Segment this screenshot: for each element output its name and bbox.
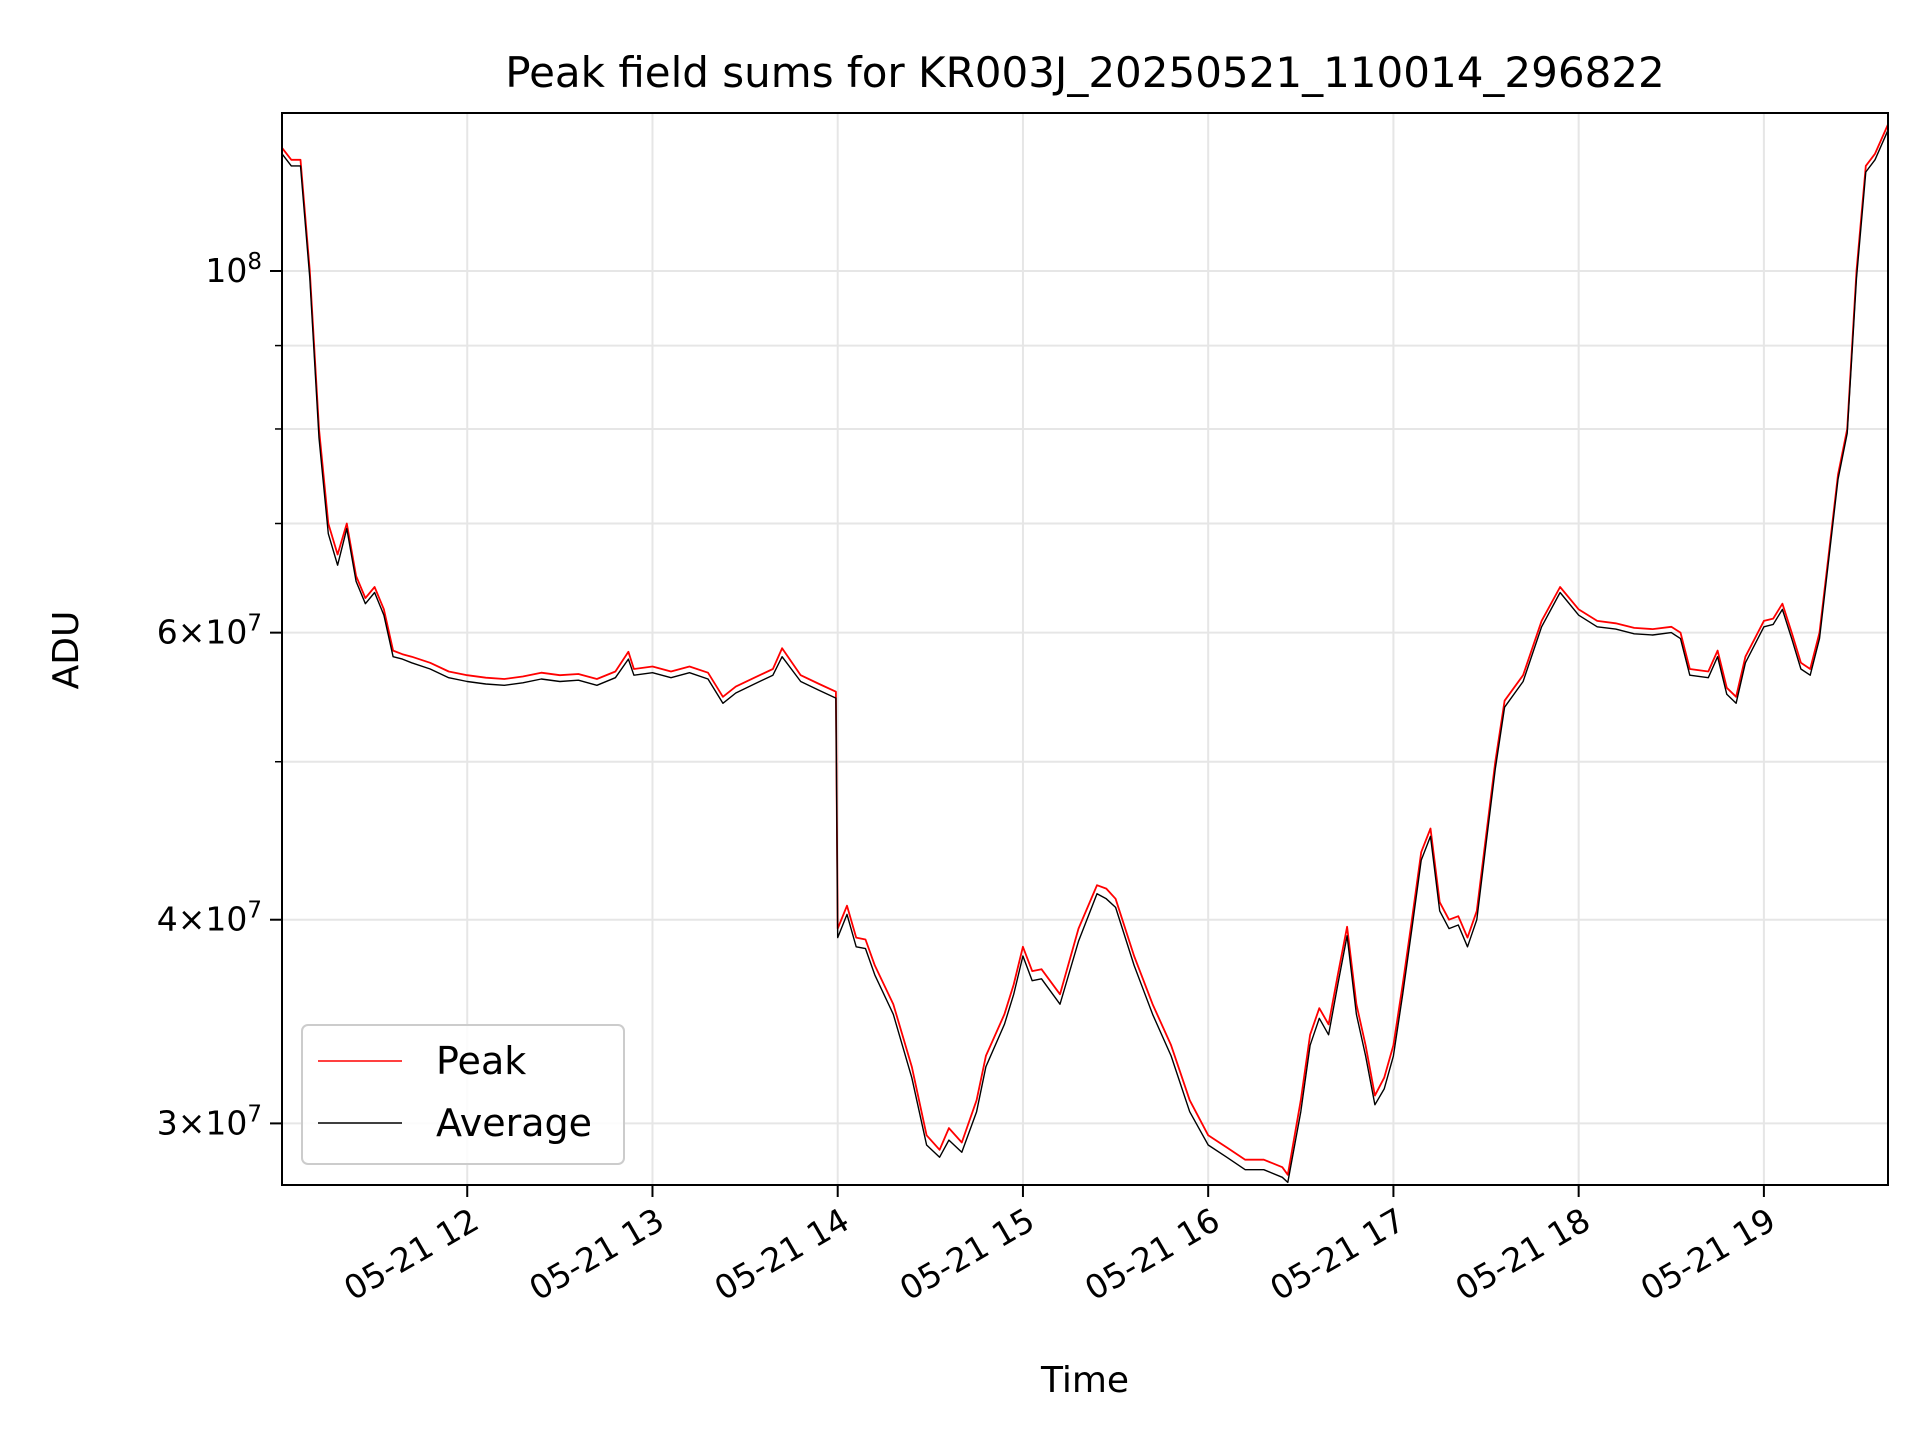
legend-label-peak: Peak bbox=[436, 1039, 526, 1083]
y-tick-label-base: 4 bbox=[157, 900, 178, 939]
y-tick-label-exp: 7 bbox=[247, 1101, 262, 1127]
y-tick-label-mult: × bbox=[178, 613, 206, 652]
legend: Peak Average bbox=[301, 1024, 625, 1165]
plot-frame bbox=[281, 112, 1889, 1186]
legend-label-average: Average bbox=[436, 1101, 592, 1145]
chart-title: Peak field sums for KR003J_20250521_1100… bbox=[505, 48, 1665, 97]
y-tick-label: 108 bbox=[205, 249, 262, 290]
y-tick-label: 4×107 bbox=[157, 898, 262, 939]
y-tick-label-mult: × bbox=[178, 900, 206, 939]
y-tick-label: 3×107 bbox=[157, 1101, 262, 1142]
y-tick-label-base: 6 bbox=[157, 613, 178, 652]
legend-box bbox=[301, 1024, 625, 1165]
series-line-peak bbox=[281, 124, 1889, 1176]
y-tick-label-exp-base: 10 bbox=[205, 251, 247, 290]
y-tick-label-base: 3 bbox=[157, 1103, 178, 1142]
y-tick-label-mult: × bbox=[178, 1103, 206, 1142]
y-tick-label-exp: 8 bbox=[247, 249, 262, 275]
series-lines bbox=[281, 124, 1889, 1184]
y-tick-label-exp: 7 bbox=[247, 611, 262, 637]
y-axis-label: ADU bbox=[46, 611, 87, 690]
y-tick-label-exp-base: 10 bbox=[205, 1103, 247, 1142]
y-tick-label-exp-base: 10 bbox=[205, 900, 247, 939]
y-tick-label-exp: 7 bbox=[247, 898, 262, 924]
grid bbox=[282, 113, 1888, 1185]
series-line-average bbox=[281, 129, 1889, 1184]
y-tick-label: 6×107 bbox=[157, 611, 262, 652]
y-tick-label-exp-base: 10 bbox=[205, 613, 247, 652]
x-axis-label: Time bbox=[1040, 1360, 1129, 1401]
